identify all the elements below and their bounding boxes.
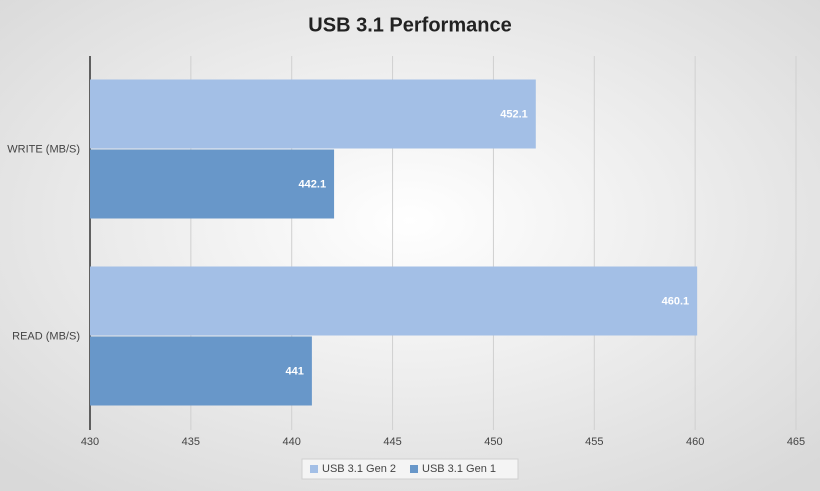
value-label: 441	[286, 365, 304, 377]
legend-swatch	[410, 465, 418, 473]
legend-label: USB 3.1 Gen 2	[322, 463, 396, 475]
value-label: 452.1	[500, 108, 528, 120]
y-tick-label: READ (MB/S)	[12, 330, 80, 342]
x-tick-label: 440	[283, 436, 301, 448]
x-tick-label: 450	[484, 436, 502, 448]
x-tick-label: 465	[787, 436, 805, 448]
value-label: 442.1	[299, 178, 327, 190]
x-tick-label: 460	[686, 436, 704, 448]
bar	[90, 79, 536, 149]
x-tick-label: 455	[585, 436, 603, 448]
x-tick-label: 445	[383, 436, 401, 448]
bar	[90, 266, 698, 336]
bar	[90, 149, 335, 219]
x-tick-label: 435	[182, 436, 200, 448]
legend-swatch	[310, 465, 318, 473]
value-label: 460.1	[662, 295, 690, 307]
bar	[90, 336, 312, 406]
x-tick-label: 430	[81, 436, 99, 448]
chart-title: USB 3.1 Performance	[308, 14, 511, 36]
y-tick-label: WRITE (MB/S)	[7, 143, 80, 155]
legend-label: USB 3.1 Gen 1	[422, 463, 496, 475]
